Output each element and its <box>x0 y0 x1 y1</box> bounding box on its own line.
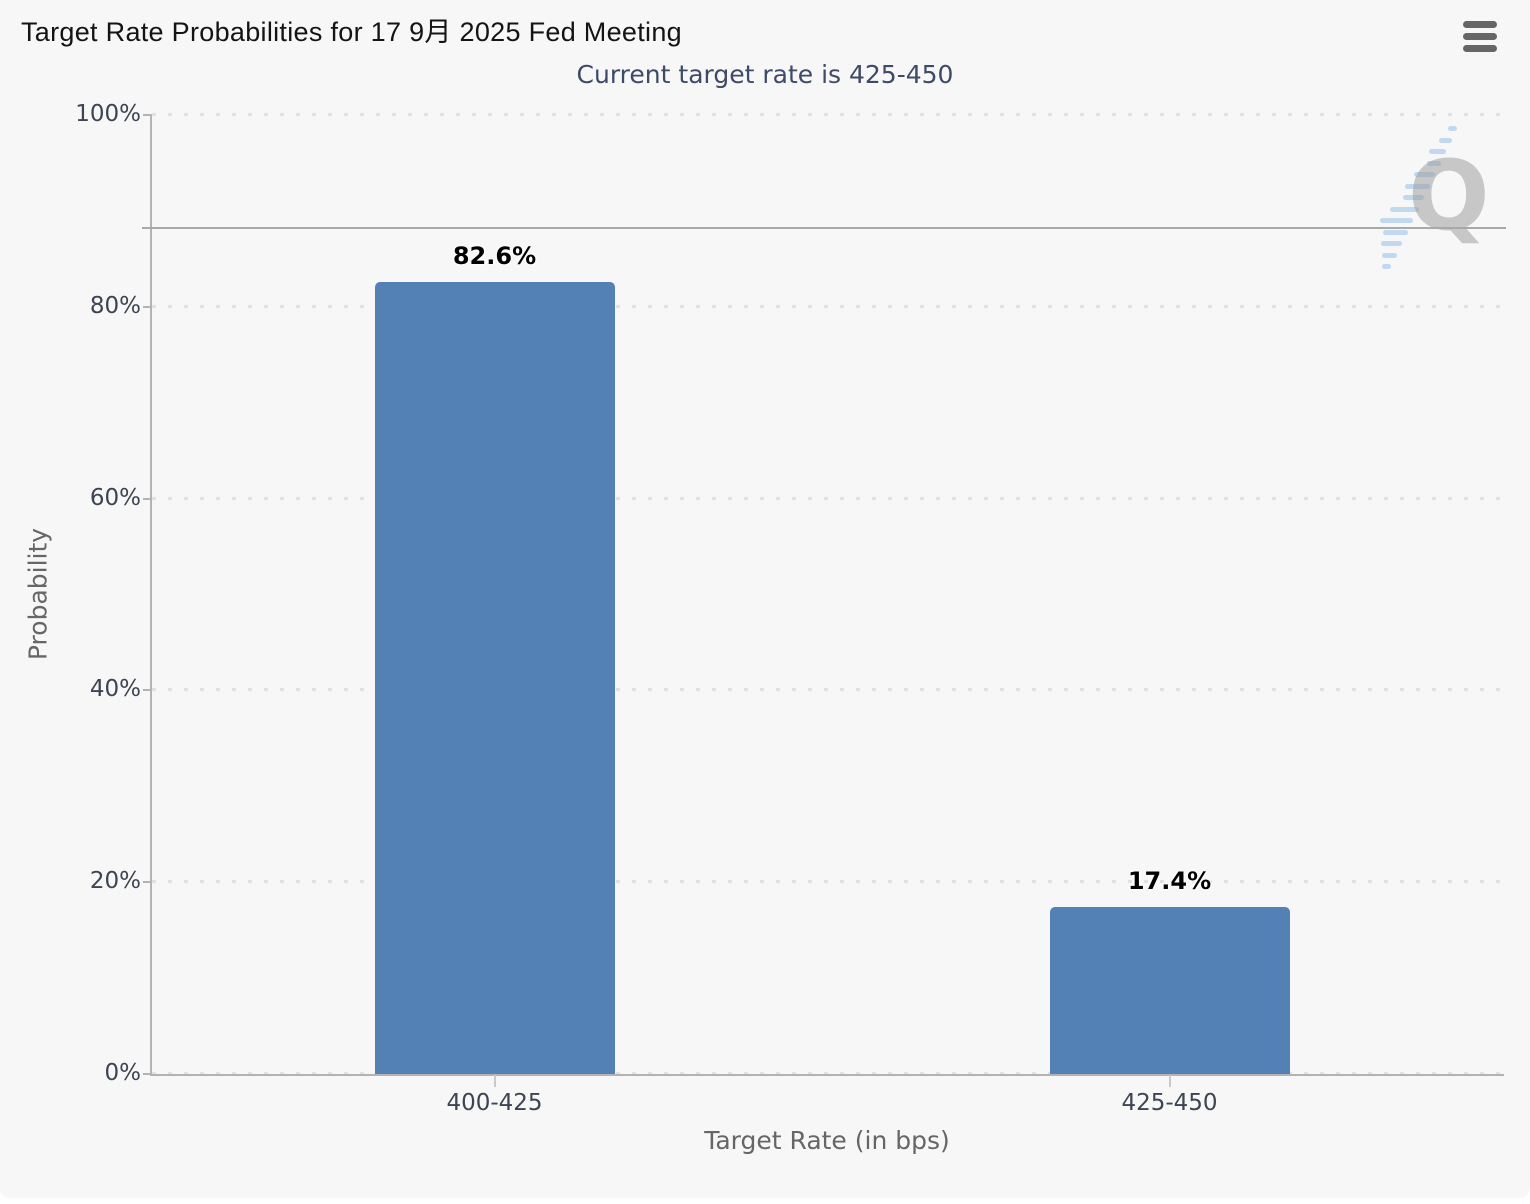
x-category-label-400-425: 400-425 <box>446 1090 543 1116</box>
y-tick-mark-100 <box>143 114 152 116</box>
chart-title: Target Rate Probabilities for 17 9月 2025… <box>21 17 682 47</box>
y-axis-title: Probability <box>23 527 53 661</box>
y-tick-mark-60 <box>143 497 152 500</box>
gridline-0 <box>152 1072 1502 1075</box>
gridline-80 <box>152 304 1502 308</box>
bar-value-label-400-425: 82.6% <box>452 241 537 270</box>
x-category-label-425-450: 425-450 <box>1121 1090 1218 1116</box>
gridline-60 <box>152 496 1502 500</box>
y-tick-mark-20 <box>143 881 152 884</box>
x-axis-title: Target Rate (in bps) <box>704 1126 950 1155</box>
x-axis-line <box>150 1074 1504 1076</box>
x-tick-400-425 <box>493 1075 496 1087</box>
y-tick-label-80: 80% <box>89 292 141 319</box>
y-tick-label-100: 100% <box>75 101 141 127</box>
gridline-40 <box>152 688 1502 692</box>
reference-line <box>142 227 1506 230</box>
bar-value-label-425-450: 17.4% <box>1127 867 1212 896</box>
y-tick-mark-80 <box>143 305 152 308</box>
y-tick-label-60: 60% <box>89 484 141 511</box>
gridline-20 <box>152 880 1502 884</box>
y-tick-label-40: 40% <box>89 676 141 703</box>
y-axis-line <box>150 115 152 1076</box>
plot-area: 82.6% 17.4% <box>142 113 1506 1076</box>
x-tick-425-450 <box>1168 1075 1171 1087</box>
bar-425-450[interactable] <box>1049 907 1290 1074</box>
y-tick-label-20: 20% <box>89 868 141 895</box>
bar-400-425[interactable] <box>374 281 615 1074</box>
y-tick-mark-0 <box>143 1073 152 1075</box>
hamburger-icon <box>1461 20 1499 52</box>
chart-subtitle: Current target rate is 425-450 <box>576 60 954 89</box>
gridline-100 <box>152 113 1502 116</box>
y-tick-label-0: 0% <box>104 1060 142 1086</box>
chart-context-menu-button[interactable] <box>1456 12 1504 60</box>
y-tick-mark-40 <box>143 689 152 692</box>
